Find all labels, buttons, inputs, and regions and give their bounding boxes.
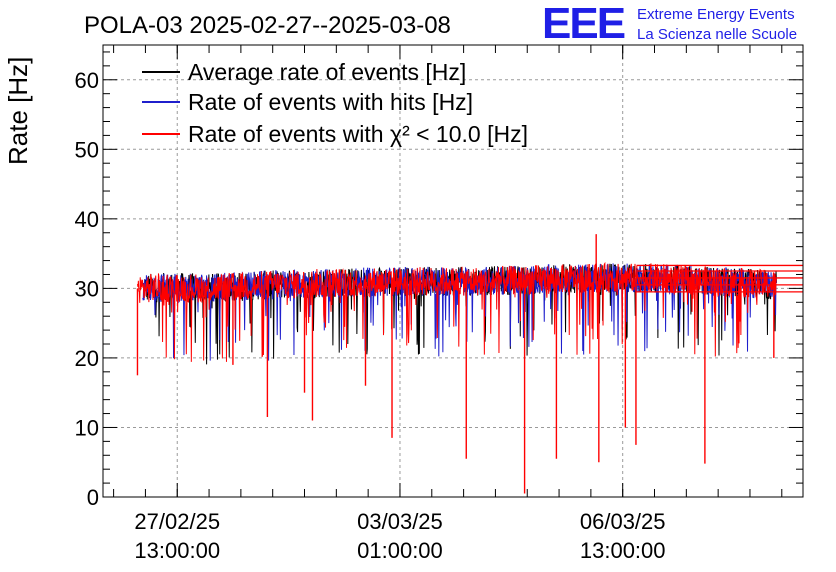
logo-letters: EEE	[542, 0, 625, 48]
y-tick-label: 60	[75, 68, 99, 93]
x-tick-label-date: 27/02/25	[134, 509, 220, 534]
y-tick-label: 10	[75, 415, 99, 440]
legend-label: Rate of events with χ² < 10.0 [Hz]	[188, 121, 528, 147]
eee-logo: EEE Extreme Energy Events La Scienza nel…	[542, 0, 797, 48]
series-layer	[136, 234, 803, 494]
y-tick-label: 40	[75, 207, 99, 232]
x-tick-label-date: 03/03/25	[357, 509, 443, 534]
chart-title: POLA-03 2025-02-27--2025-03-08	[84, 12, 451, 39]
plot-frame	[102, 44, 804, 498]
legend-label: Average rate of events [Hz]	[188, 59, 466, 85]
series-line	[136, 261, 777, 362]
x-tick-label-time: 13:00:00	[134, 538, 220, 563]
legend-label: Rate of events with hits [Hz]	[188, 89, 473, 115]
logo-line-2: La Scienza nelle Scuole	[637, 26, 797, 43]
y-tick-label: 50	[75, 137, 99, 162]
y-tick-label: 30	[75, 276, 99, 301]
x-tick-label-time: 13:00:00	[580, 538, 666, 563]
y-axis-label: Rate [Hz]	[3, 57, 33, 165]
x-tick-label-time: 01:00:00	[357, 538, 443, 563]
logo-line-1: Extreme Energy Events	[637, 6, 795, 23]
series-rate-chi2	[136, 234, 803, 494]
axes: 0 10 20 30 40 50 60 27/02/25 13:00:00 03/03/25 01:…	[75, 44, 804, 563]
x-tick-label-date: 06/03/25	[580, 509, 666, 534]
legend: Average rate of events [Hz] Rate of event…	[142, 59, 528, 147]
y-tick-label: 0	[87, 485, 99, 510]
y-tick-label: 20	[75, 346, 99, 371]
